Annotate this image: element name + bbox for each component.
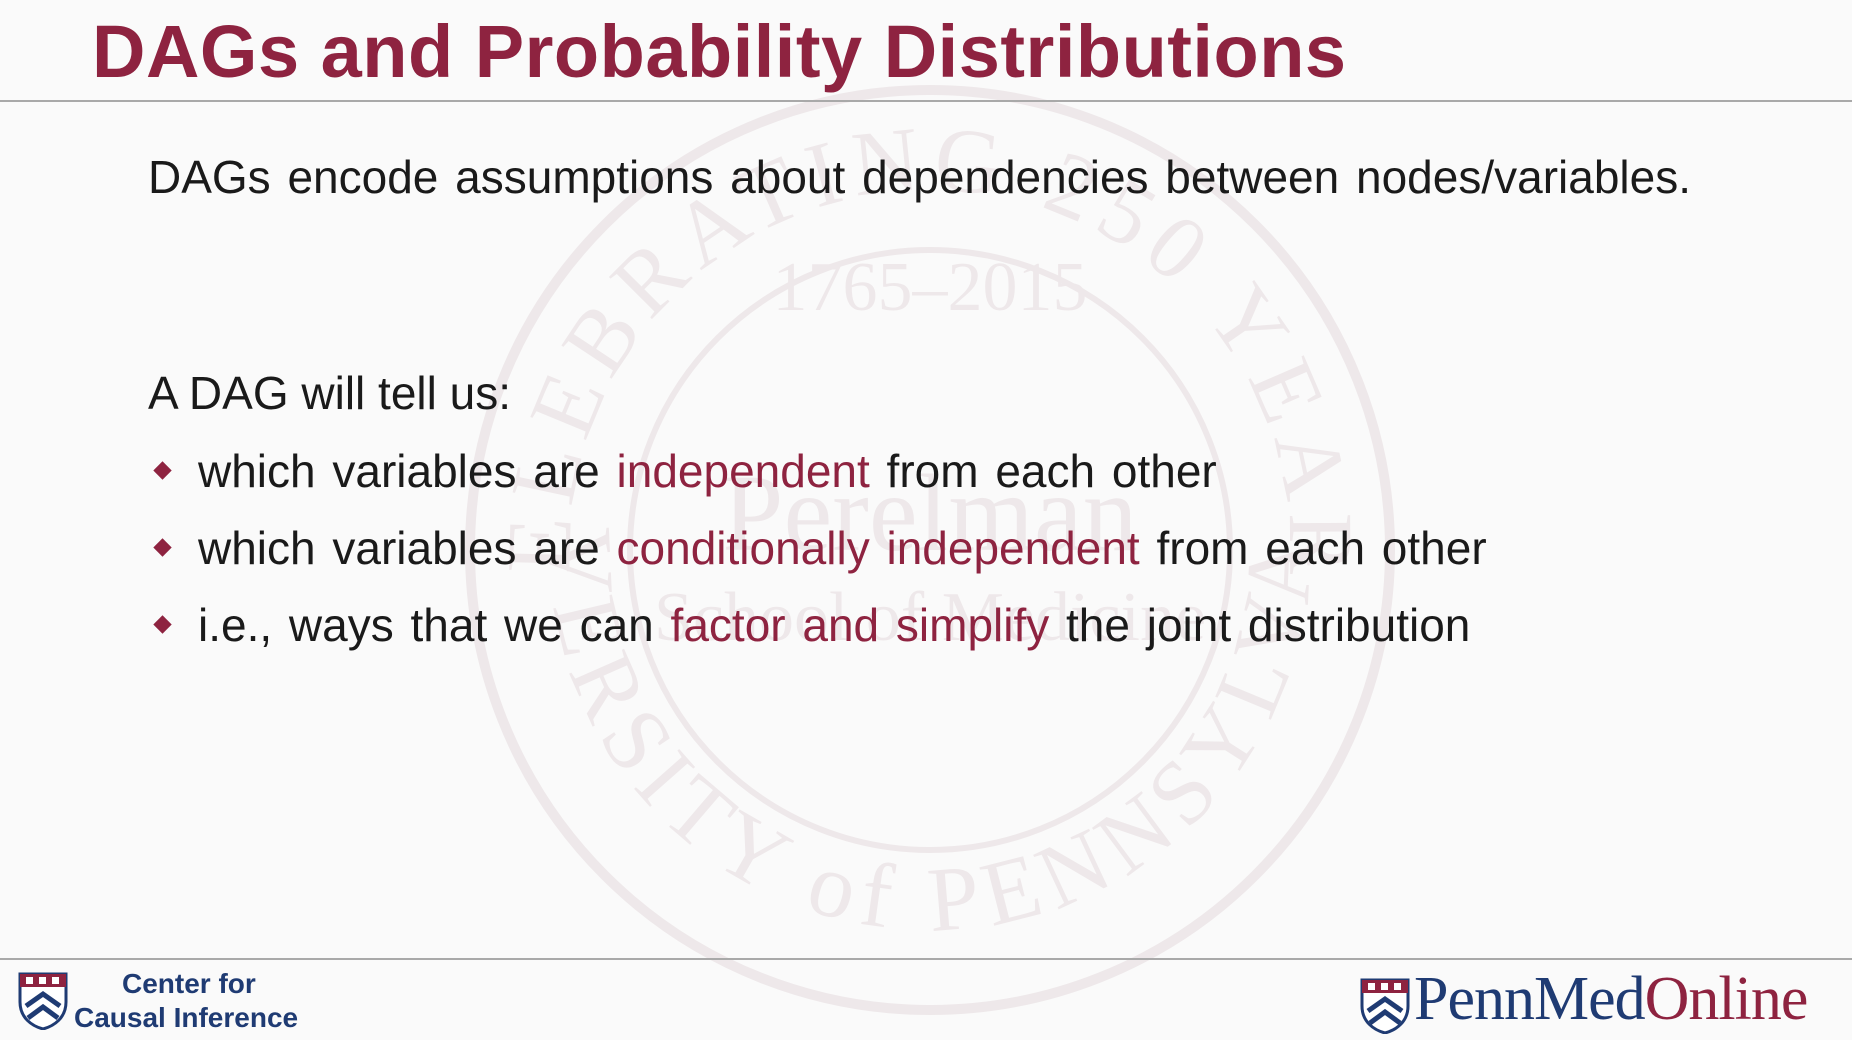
brand-pennmed: PennMed <box>1414 965 1646 1033</box>
bullet-text-before: which variables are <box>198 445 617 497</box>
intro-paragraph: DAGs encode assumptions about dependenci… <box>148 151 1691 203</box>
footer-divider <box>0 958 1852 960</box>
center-causal-inference-logo: Center for Causal Inference <box>18 968 338 1036</box>
bullet-list: which variables are independent from eac… <box>148 440 1487 671</box>
bullet-item: which variables are independent from eac… <box>148 440 1487 517</box>
bullet-text-after: from each other <box>869 445 1217 497</box>
pennmedonline-wordmark: PennMedOnline <box>1414 964 1809 1035</box>
penn-shield-icon <box>1360 978 1410 1034</box>
penn-shield-icon <box>18 972 68 1030</box>
list-lead: A DAG will tell us: <box>148 367 511 419</box>
pennmedonline-logo: PennMedOnline <box>1360 965 1840 1036</box>
diamond-bullet-icon <box>153 538 172 557</box>
watermark-years: 1765–2015 <box>773 249 1088 326</box>
diamond-bullet-icon <box>153 461 172 480</box>
bullet-highlight: independent <box>616 445 870 497</box>
bullet-item: which variables are conditionally indepe… <box>148 517 1487 594</box>
bullet-highlight: factor and simplify <box>670 599 1050 651</box>
bullet-text-after: from each other <box>1139 522 1487 574</box>
bullet-item: i.e., ways that we can factor and simpli… <box>148 594 1487 671</box>
bullet-text-after: the joint distribution <box>1049 599 1471 651</box>
bullet-highlight: conditionally independent <box>616 522 1140 574</box>
cci-name-line1: Center for <box>122 968 256 999</box>
title-divider <box>0 100 1852 102</box>
bullet-text-before: which variables are <box>198 522 617 574</box>
diamond-bullet-icon <box>153 615 172 634</box>
brand-online: Online <box>1644 965 1809 1033</box>
bullet-text-before: i.e., ways that we can <box>198 599 671 651</box>
slide-title: DAGs and Probability Distributions <box>92 10 1347 93</box>
cci-name-line2: Causal Inference <box>74 1002 299 1033</box>
